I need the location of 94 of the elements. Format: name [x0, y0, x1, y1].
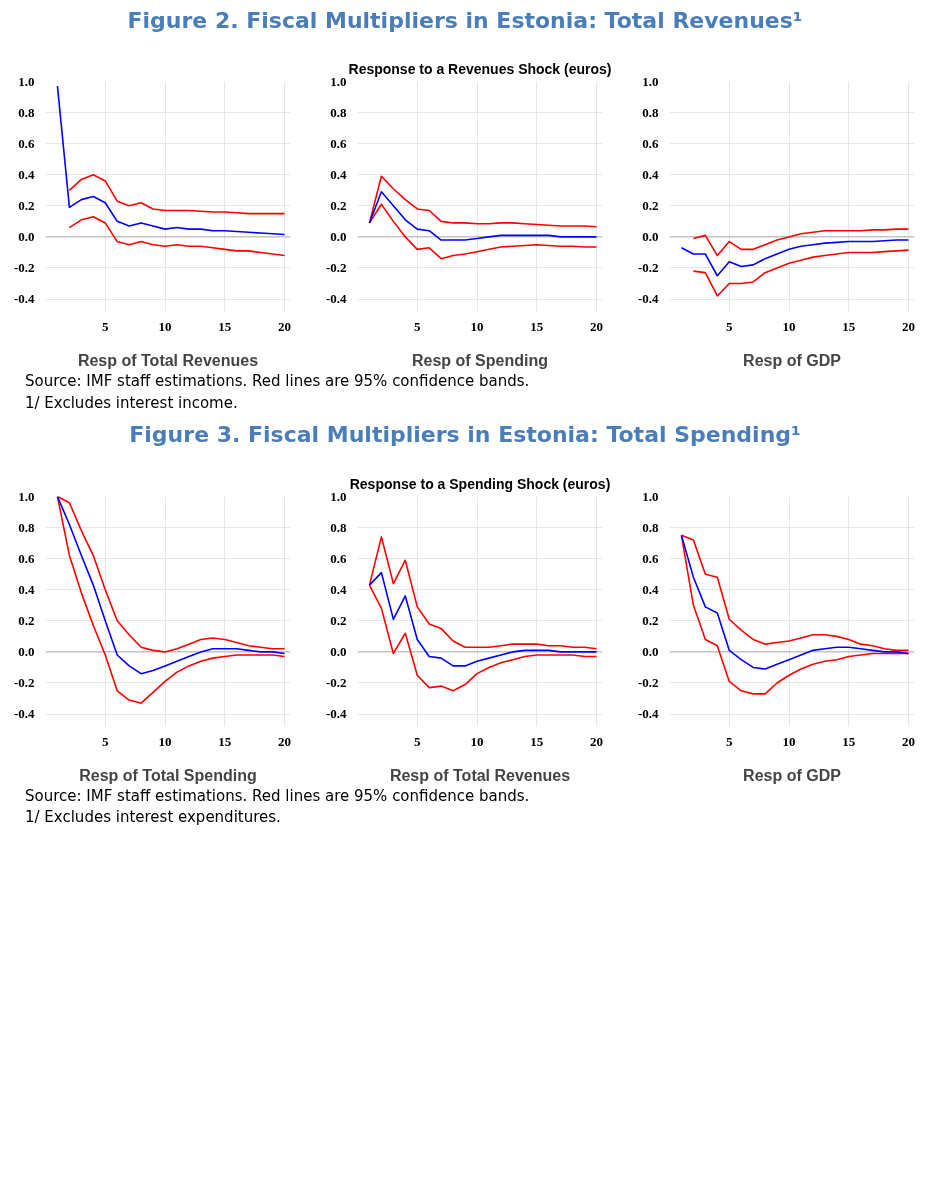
y-tick-label: 1.0 — [18, 488, 35, 504]
y-tick-label: -0.2 — [325, 674, 347, 690]
y-tick-label: 0.8 — [18, 105, 35, 120]
text: 1/ Excludes interest income. — [24, 392, 238, 414]
y-tick-label: 0.2 — [642, 198, 659, 214]
text: Figure 2. Fiscal Multipliers in Estonia: Total Revenues¹ — [126, 7, 804, 35]
x-tick-label: 5 — [102, 733, 110, 749]
x-tick-label: 10 — [158, 318, 172, 334]
y-tick-label: 0.2 — [18, 198, 35, 214]
y-tick-label: 0.0 — [642, 229, 659, 245]
x-tick-label: 20 — [278, 318, 292, 334]
x-tick-label: 20 — [278, 733, 292, 749]
x-tick-label: 15 — [842, 733, 856, 749]
line-series — [68, 174, 286, 215]
line-series — [692, 249, 910, 298]
x-tick-label: 20 — [590, 318, 604, 334]
y-tick-label: 0.2 — [18, 612, 35, 628]
y-tick-label: 0.4 — [18, 167, 35, 183]
line-series — [56, 85, 286, 236]
y-tick-label: -0.2 — [637, 674, 659, 690]
y-tick-label: 1.0 — [642, 73, 659, 89]
y-tick-label: -0.4 — [637, 705, 659, 721]
y-tick-label: -0.4 — [13, 705, 35, 721]
y-tick-label: 0.8 — [330, 519, 347, 535]
y-tick-label: 0.0 — [18, 229, 35, 245]
y-tick-label: 1.0 — [18, 73, 35, 89]
y-tick-label: 0.4 — [642, 581, 659, 597]
y-tick-label: 0.2 — [330, 198, 347, 214]
line-series — [368, 571, 598, 667]
y-tick-label: 1.0 — [330, 73, 347, 89]
y-tick-label: -0.4 — [325, 705, 347, 721]
source-note: Source: IMF staff estimations. Red lines are 95% confidence bands. — [24, 785, 530, 807]
y-tick-label: 1.0 — [330, 488, 347, 504]
x-tick-label: 5 — [726, 733, 734, 749]
text: Figure 3. Fiscal Multipliers in Estonia: Total Spending¹ — [128, 421, 802, 450]
y-tick-label: 0.2 — [330, 612, 347, 628]
x-axis-title: Resp of GDP — [743, 351, 842, 369]
y-tick-label: -0.2 — [13, 674, 35, 690]
x-axis-title: Resp of Total Spending — [79, 766, 257, 784]
y-tick-label: 0.8 — [18, 519, 35, 535]
y-tick-label: 0.0 — [18, 643, 35, 659]
x-tick-label: 5 — [414, 733, 422, 749]
y-tick-label: 0.4 — [18, 581, 35, 597]
y-tick-label: 0.8 — [330, 105, 347, 120]
y-tick-label: 0.8 — [642, 519, 659, 535]
y-tick-label: 0.6 — [330, 550, 347, 566]
x-tick-label: 5 — [414, 318, 422, 334]
y-tick-label: -0.4 — [325, 291, 347, 307]
y-tick-label: 0.0 — [330, 229, 347, 245]
x-tick-label: 10 — [470, 733, 484, 749]
line-series — [368, 191, 598, 242]
y-tick-label: -0.2 — [325, 260, 347, 276]
x-tick-label: 5 — [726, 318, 734, 334]
x-axis-title: Resp of Spending — [412, 351, 548, 369]
chart-subtitle: Response to a Revenues Shock (euros) — [348, 60, 612, 77]
x-axis-title: Resp of GDP — [743, 766, 842, 784]
y-tick-label: 0.6 — [642, 136, 659, 152]
y-tick-label: -0.4 — [13, 291, 35, 307]
x-tick-label: 10 — [782, 733, 796, 749]
y-tick-label: 0.0 — [642, 643, 659, 659]
y-tick-label: -0.2 — [637, 260, 659, 276]
x-tick-label: 10 — [782, 318, 796, 334]
y-tick-label: 0.6 — [18, 550, 35, 566]
y-tick-label: 0.6 — [330, 136, 347, 152]
x-tick-label: 15 — [530, 733, 544, 749]
x-tick-label: 15 — [842, 318, 856, 334]
text: 1/ Excludes interest expenditures. — [24, 807, 281, 829]
y-tick-label: -0.4 — [637, 291, 659, 307]
y-tick-label: 0.4 — [642, 167, 659, 183]
line-series — [692, 228, 910, 257]
line-series — [680, 239, 910, 277]
x-tick-label: 20 — [902, 318, 916, 334]
line-series — [68, 216, 286, 257]
y-tick-label: 0.8 — [642, 105, 659, 120]
x-tick-label: 20 — [902, 733, 916, 749]
x-tick-label: 15 — [218, 733, 232, 749]
x-axis-title: Resp of Total Revenues — [77, 351, 259, 369]
x-tick-label: 10 — [470, 318, 484, 334]
x-axis-title: Resp of Total Revenues — [389, 766, 571, 784]
y-tick-label: -0.2 — [13, 260, 35, 276]
y-tick-label: 0.2 — [642, 612, 659, 628]
x-tick-label: 15 — [530, 318, 544, 334]
chart-subtitle: Response to a Spending Shock (euros) — [349, 475, 611, 492]
y-tick-label: 0.6 — [18, 136, 35, 152]
y-tick-label: 1.0 — [642, 488, 659, 504]
x-tick-label: 10 — [158, 733, 172, 749]
y-tick-label: 0.0 — [330, 643, 347, 659]
y-tick-label: 0.4 — [330, 581, 347, 597]
x-tick-label: 15 — [218, 318, 232, 334]
y-tick-label: 0.4 — [330, 167, 347, 183]
x-tick-label: 20 — [590, 733, 604, 749]
source-note: Source: IMF staff estimations. Red lines are 95% confidence bands. — [24, 371, 530, 393]
y-tick-label: 0.6 — [642, 550, 659, 566]
x-tick-label: 5 — [102, 318, 110, 334]
